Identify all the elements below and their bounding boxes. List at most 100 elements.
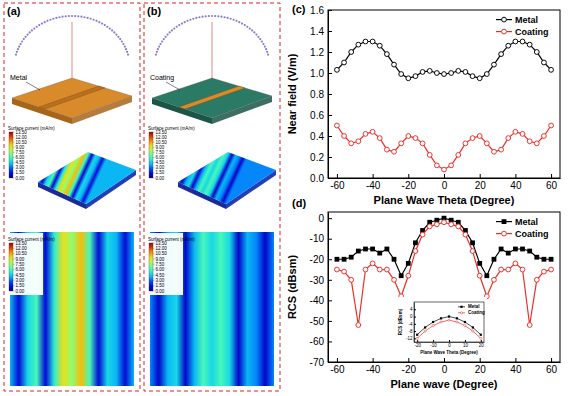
tick: 0.4 bbox=[310, 131, 332, 142]
plot-frame bbox=[328, 10, 560, 178]
colorbar-tick-label: 4.50 bbox=[156, 160, 165, 165]
marker bbox=[384, 267, 389, 272]
observation-point bbox=[171, 29, 173, 31]
marker bbox=[420, 141, 425, 146]
observation-point bbox=[58, 16, 60, 18]
colorbar-tick-label: 4.50 bbox=[156, 273, 165, 278]
tick-label: 0 bbox=[448, 343, 451, 348]
colorbar-tick bbox=[13, 259, 15, 260]
panel-label: (d) bbox=[292, 197, 306, 209]
marker bbox=[384, 147, 389, 152]
tick-mark bbox=[337, 174, 338, 178]
tick-label: -20 bbox=[310, 254, 325, 265]
marker bbox=[377, 267, 382, 272]
tick-label: 20 bbox=[479, 343, 485, 348]
marker bbox=[506, 136, 511, 141]
colorbar-tick-label: 1.50 bbox=[16, 170, 25, 175]
observation-point bbox=[157, 48, 159, 50]
marker bbox=[470, 74, 475, 79]
marker bbox=[460, 306, 462, 308]
colorbar-tick bbox=[13, 162, 15, 163]
tick-label: 20 bbox=[475, 364, 487, 375]
marker bbox=[335, 257, 340, 262]
marker bbox=[420, 70, 425, 75]
observation-point bbox=[201, 16, 203, 18]
tick-mark bbox=[328, 239, 332, 240]
z-axis bbox=[212, 22, 213, 86]
marker bbox=[470, 249, 475, 254]
marker bbox=[342, 134, 347, 139]
colorbar-background bbox=[7, 233, 43, 295]
tick-label: 0.8 bbox=[310, 89, 324, 100]
marker bbox=[502, 29, 507, 34]
marker bbox=[480, 334, 482, 336]
tick-label: 1.4 bbox=[310, 26, 324, 37]
marker bbox=[377, 136, 382, 141]
tick: 0.6 bbox=[310, 110, 332, 121]
tick: -60 bbox=[330, 174, 345, 191]
marker bbox=[527, 249, 532, 254]
marker bbox=[356, 139, 361, 144]
tick: 20 bbox=[479, 340, 485, 348]
colorbar-tick bbox=[153, 243, 155, 244]
colorbar-tick bbox=[13, 248, 15, 249]
inset-background bbox=[397, 297, 487, 357]
colorbar-tick bbox=[153, 264, 155, 265]
marker bbox=[406, 76, 411, 81]
tick-label: -70 bbox=[310, 357, 325, 368]
colorbar-tick bbox=[13, 178, 15, 179]
current-slab-top bbox=[38, 152, 136, 204]
tick-label: -10 bbox=[430, 343, 437, 348]
tick: -4 bbox=[408, 322, 416, 327]
observation-point bbox=[52, 18, 54, 20]
observation-point bbox=[125, 48, 127, 50]
tick-mark bbox=[444, 174, 445, 178]
colorbar-tick-label: 10.50 bbox=[156, 140, 168, 145]
observation-point bbox=[230, 18, 232, 20]
marker bbox=[342, 60, 347, 65]
marker bbox=[520, 267, 525, 272]
marker bbox=[527, 323, 532, 328]
observation-point bbox=[246, 26, 248, 28]
observation-point bbox=[122, 43, 124, 45]
colorbar-tick-label: 9.00 bbox=[156, 257, 165, 262]
observation-point bbox=[36, 26, 38, 28]
marker bbox=[464, 325, 466, 327]
marker bbox=[363, 39, 368, 44]
tick-mark bbox=[408, 174, 409, 178]
tick-mark bbox=[465, 340, 466, 342]
colorbar-tick bbox=[153, 147, 155, 148]
tick-mark bbox=[328, 94, 332, 95]
tick-mark bbox=[449, 340, 450, 342]
tick-mark bbox=[433, 340, 434, 342]
tick: 1.6 bbox=[310, 5, 332, 16]
observation-point bbox=[241, 22, 243, 24]
marker bbox=[449, 222, 454, 227]
observation-point bbox=[119, 38, 121, 40]
observation-point bbox=[189, 19, 191, 21]
tick-label: -20 bbox=[402, 180, 417, 191]
observation-point bbox=[126, 51, 128, 53]
tick: 1.4 bbox=[310, 26, 332, 37]
marker bbox=[484, 141, 489, 146]
tick-label: 0.6 bbox=[310, 110, 324, 121]
tick-label: -4 bbox=[408, 322, 412, 327]
tick-label: -20 bbox=[414, 343, 421, 348]
tick-mark bbox=[551, 358, 552, 362]
tick-mark bbox=[328, 280, 332, 281]
x-axis: -20-1001020 bbox=[414, 340, 484, 348]
marker bbox=[406, 134, 411, 139]
colorbar-tick bbox=[13, 132, 15, 133]
series-line bbox=[337, 42, 551, 79]
tick: 1.2 bbox=[310, 47, 332, 58]
tick: -10 bbox=[310, 233, 332, 244]
marker bbox=[377, 43, 382, 48]
marker bbox=[527, 42, 532, 47]
observation-point bbox=[238, 21, 240, 23]
legend-label: Metal bbox=[468, 304, 480, 309]
tick-label: 40 bbox=[510, 364, 522, 375]
tick-label: -60 bbox=[330, 180, 345, 191]
observation-point bbox=[83, 16, 85, 18]
marker bbox=[349, 141, 354, 146]
tick-mark bbox=[337, 358, 338, 362]
